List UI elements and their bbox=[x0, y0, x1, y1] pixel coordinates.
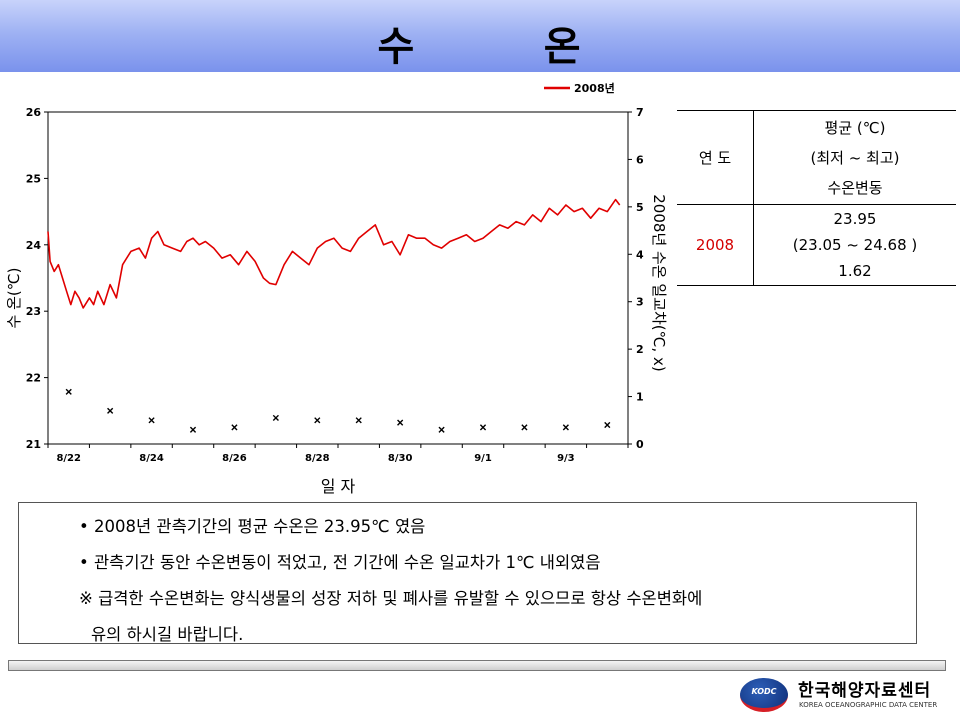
daily-range-point bbox=[272, 414, 279, 422]
right-tick-label: 0 bbox=[636, 438, 644, 451]
note-line-4: 유의 하시길 바랍니다. bbox=[91, 625, 244, 644]
left-tick-label: 21 bbox=[26, 438, 41, 451]
x-tick-label: 8/26 bbox=[222, 453, 247, 464]
daily-range-point bbox=[604, 421, 611, 429]
year-header: 연 도 bbox=[677, 110, 754, 205]
avg-value: 23.95 bbox=[833, 210, 877, 228]
daily-range-point bbox=[148, 417, 155, 424]
range-header: (최저 ~ 최고) bbox=[810, 148, 900, 167]
notes-box: • 2008년 관측기간의 평균 수온은 23.95℃ 였음 • 관측기간 동안… bbox=[18, 502, 917, 644]
daily-range-point bbox=[355, 417, 362, 424]
year-cell: 2008 bbox=[677, 204, 754, 286]
axis-labels: 일 자 수 온(℃) 2008년 수온 일교차(℃, x) bbox=[5, 194, 668, 496]
variation-value: 1.62 bbox=[838, 262, 872, 280]
left-tick-label: 24 bbox=[26, 239, 42, 252]
right-tick-label: 7 bbox=[636, 106, 644, 119]
series-lines bbox=[47, 198, 621, 309]
x-tick-label: 8/28 bbox=[305, 453, 330, 464]
kodc-logo: KODC 한국해양자료센터 KOREA OCEANOGRAPHIC DATA C… bbox=[738, 674, 948, 716]
x-tick-label: 8/24 bbox=[139, 453, 164, 464]
daily-range-point bbox=[521, 424, 528, 431]
header-banner bbox=[0, 0, 960, 72]
stats-header: 평균 (℃) (최저 ~ 최고) 수온변동 bbox=[753, 110, 956, 205]
daily-range-point bbox=[438, 426, 445, 433]
right-tick-label: 3 bbox=[636, 296, 644, 309]
logo-name-en: KOREA OCEANOGRAPHIC DATA CENTER bbox=[799, 701, 938, 709]
legend: 2008년 bbox=[544, 81, 615, 95]
daily-range-point bbox=[562, 424, 569, 431]
kodc-emblem-icon: KODC bbox=[740, 678, 788, 712]
daily-range-point bbox=[479, 424, 487, 431]
left-axis-label: 수 온(℃) bbox=[5, 268, 23, 329]
footer-divider bbox=[8, 660, 946, 671]
right-tick-label: 6 bbox=[636, 153, 644, 166]
right-tick-label: 4 bbox=[636, 248, 644, 261]
series-points bbox=[65, 388, 611, 433]
x-tick-label: 8/22 bbox=[56, 453, 81, 464]
variation-header: 수온변동 bbox=[827, 178, 883, 197]
table-row: 2008 23.95 (23.05 ~ 24.68 ) 1.62 bbox=[677, 204, 956, 286]
plot-frame bbox=[47, 111, 629, 445]
left-tick-label: 23 bbox=[26, 305, 41, 318]
stats-cell: 23.95 (23.05 ~ 24.68 ) 1.62 bbox=[753, 204, 956, 286]
x-tick-label: 9/3 bbox=[557, 453, 575, 464]
daily-range-point bbox=[189, 426, 197, 433]
x-axis: 8/22 8/24 8/26 8/28 8/30 9/1 9/3 bbox=[47, 444, 629, 464]
legend-label: 2008년 bbox=[574, 81, 615, 95]
right-tick-label: 1 bbox=[636, 391, 644, 404]
summary-table: 연 도 평균 (℃) (최저 ~ 최고) 수온변동 2008 23.95 (23… bbox=[677, 110, 956, 286]
right-axis: 0 1 2 3 4 5 6 7 bbox=[628, 106, 644, 451]
avg-header: 평균 (℃) bbox=[824, 118, 886, 137]
right-tick-label: 5 bbox=[636, 201, 644, 214]
note-line-3: ※ 급격한 수온변화는 양식생물의 성장 저하 및 폐사를 유발할 수 있으므로… bbox=[79, 589, 703, 608]
page-title: 수 온 bbox=[377, 24, 583, 70]
note-line-2: • 관측기간 동안 수온변동이 적었고, 전 기간에 수온 일교차가 1℃ 내외… bbox=[79, 553, 601, 572]
note-line-1: • 2008년 관측기간의 평균 수온은 23.95℃ 였음 bbox=[79, 517, 426, 536]
daily-range-point bbox=[397, 419, 404, 426]
daily-range-point bbox=[107, 407, 114, 414]
x-axis-label: 일 자 bbox=[321, 477, 356, 496]
right-tick-label: 2 bbox=[636, 343, 644, 356]
left-tick-label: 22 bbox=[26, 372, 41, 385]
x-tick-label: 9/1 bbox=[474, 453, 492, 464]
logo-name-ko: 한국해양자료센터 bbox=[798, 681, 932, 701]
temperature-line bbox=[47, 198, 621, 309]
left-axis: 21 22 23 24 25 26 bbox=[26, 106, 48, 451]
right-axis-label: 2008년 수온 일교차(℃, x) bbox=[650, 194, 668, 371]
daily-range-point bbox=[65, 388, 72, 395]
daily-range-point bbox=[231, 424, 238, 431]
left-tick-label: 26 bbox=[26, 106, 42, 119]
table-header-row: 연 도 평균 (℃) (최저 ~ 최고) 수온변동 bbox=[677, 110, 956, 205]
x-tick-label: 8/30 bbox=[388, 453, 413, 464]
range-value: (23.05 ~ 24.68 ) bbox=[792, 236, 918, 254]
daily-range-point bbox=[314, 417, 321, 424]
left-tick-label: 25 bbox=[26, 172, 41, 185]
